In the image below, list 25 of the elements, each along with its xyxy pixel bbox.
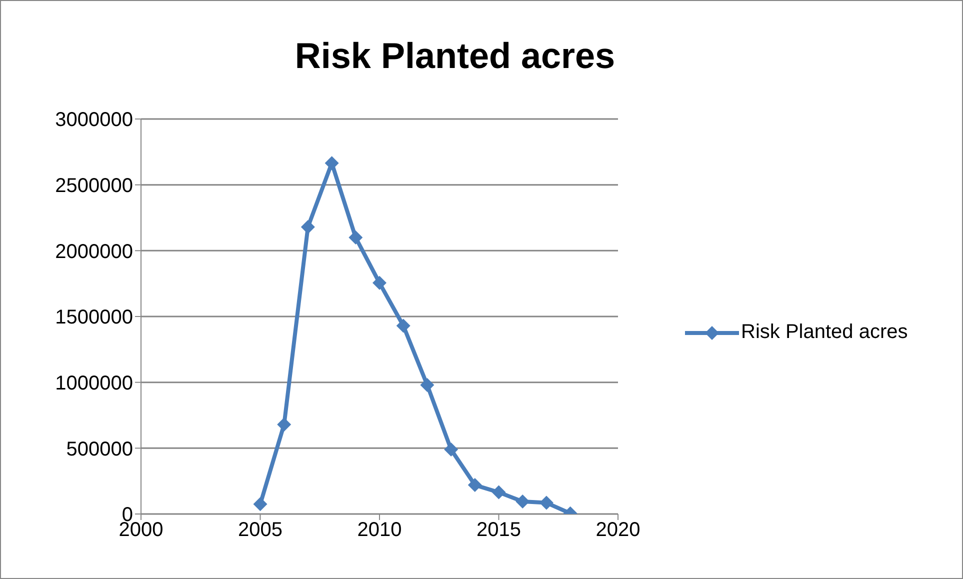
x-tick-label: 2010 <box>357 519 402 542</box>
x-tick-label: 2020 <box>596 519 640 542</box>
point <box>300 220 315 234</box>
point <box>444 442 458 456</box>
point <box>348 230 363 244</box>
y-tick-label: 3000000 <box>55 109 133 132</box>
point <box>492 485 506 500</box>
y-tick-label: 2500000 <box>55 174 133 197</box>
y-tick-label: 500000 <box>66 438 133 460</box>
point <box>372 276 386 290</box>
y-tick-label: 2000000 <box>55 240 133 263</box>
x-tick-label: 2005 <box>238 519 282 542</box>
y-tick-label: 1000000 <box>55 372 133 394</box>
point <box>277 417 292 432</box>
point <box>253 497 268 512</box>
point <box>420 378 434 392</box>
legend-label: Risk Planted acres <box>741 321 908 344</box>
point <box>324 156 339 170</box>
point <box>468 478 482 492</box>
point <box>516 494 530 508</box>
point <box>539 496 554 510</box>
chart-title: Risk Planted acres <box>294 35 616 77</box>
x-tick-label: 2015 <box>476 519 521 542</box>
y-tick-label: 1500000 <box>55 306 133 329</box>
point <box>396 318 410 333</box>
